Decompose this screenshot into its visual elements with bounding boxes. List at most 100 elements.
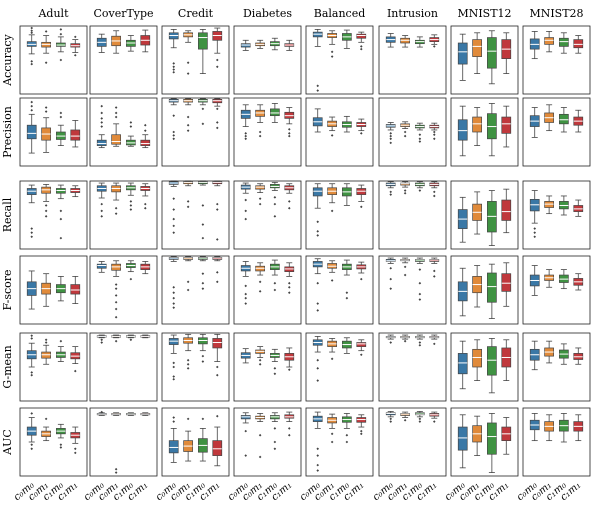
- panel-precision-intrusion: [378, 97, 447, 167]
- box-iqr: [312, 187, 323, 197]
- outlier-point: [59, 28, 63, 31]
- panel-auc-mnist12: [450, 407, 519, 477]
- outlier-point: [316, 302, 320, 305]
- panel-g-mean-mnist12: [450, 332, 519, 402]
- row-label-precision: Precision: [1, 106, 14, 158]
- panel-recall-adult: [19, 180, 88, 250]
- box-c-m-: [573, 109, 584, 133]
- outlier-point: [330, 440, 334, 444]
- outlier-point: [172, 70, 176, 74]
- outlier-point: [30, 447, 34, 451]
- box-iqr: [559, 113, 569, 125]
- box-c-m-: [255, 39, 265, 49]
- box-c-m-: [183, 30, 193, 75]
- panel-g-mean-credit: [161, 332, 230, 402]
- outlier-point: [258, 130, 262, 134]
- box-c-m-: [255, 413, 265, 459]
- box-c-m-: [255, 346, 265, 366]
- box-c-m-: [415, 36, 425, 48]
- outlier-point: [389, 341, 393, 344]
- outlier-point: [215, 280, 219, 284]
- outlier-point: [389, 141, 393, 145]
- panel-auc-balanced: [305, 407, 374, 477]
- panel-g-mean-intrusion: [378, 332, 447, 402]
- outlier-point: [215, 126, 219, 130]
- outlier-point: [129, 125, 133, 128]
- box-c-m-: [70, 120, 81, 148]
- box-iqr: [457, 353, 468, 375]
- outlier-point: [59, 115, 63, 119]
- box-c-m-: [415, 122, 425, 143]
- outlier-point: [44, 204, 48, 207]
- outlier-point: [129, 208, 133, 211]
- box-c-m-: [270, 412, 280, 451]
- outlier-point: [30, 29, 34, 33]
- box-c-m-: [385, 181, 396, 196]
- panel-accuracy-mnist28: [522, 25, 591, 95]
- outlier-point: [114, 300, 118, 304]
- box-c-m-: [312, 411, 323, 472]
- box-c-m-: [472, 265, 482, 308]
- box-c-m-: [472, 107, 482, 147]
- box-c-m-: [96, 104, 107, 149]
- box-c-m-: [198, 98, 208, 126]
- outlier-point: [273, 447, 277, 451]
- panel-frame: [378, 332, 447, 402]
- box-c-m-: [111, 412, 121, 474]
- box-c-m-: [26, 184, 37, 239]
- outlier-point: [258, 362, 262, 366]
- outlier-point: [114, 471, 118, 474]
- outlier-point: [201, 272, 205, 275]
- outlier-point: [172, 68, 176, 71]
- outlier-point: [59, 111, 63, 115]
- panel-frame: [233, 332, 302, 402]
- outlier-point: [201, 223, 205, 226]
- outlier-point: [389, 134, 393, 138]
- box-c-m-: [342, 29, 352, 49]
- outlier-point: [186, 129, 190, 132]
- box-c-m-: [385, 33, 396, 48]
- outlier-point: [533, 227, 537, 230]
- outlier-point: [172, 377, 176, 381]
- outlier-point: [143, 202, 147, 206]
- box-c-m-: [183, 333, 193, 370]
- outlier-point: [114, 315, 118, 319]
- outlier-point: [273, 367, 277, 370]
- outlier-point: [316, 463, 320, 467]
- panel-frame: [19, 332, 88, 402]
- panel-precision-mnist28: [522, 97, 591, 167]
- outlier-point: [316, 379, 320, 382]
- box-iqr: [487, 37, 497, 69]
- box-c-m-: [342, 259, 352, 300]
- outlier-point: [129, 121, 133, 124]
- box-c-m-: [240, 182, 251, 221]
- outlier-point: [30, 373, 34, 377]
- box-c-m-: [487, 103, 497, 157]
- panel-frame: [19, 255, 88, 325]
- box-iqr: [212, 440, 223, 456]
- outlier-point: [432, 130, 436, 134]
- outlier-point: [287, 132, 291, 135]
- outlier-point: [287, 291, 291, 295]
- box-c-m-: [96, 33, 107, 53]
- box-c-m-: [41, 338, 51, 365]
- outlier-point: [258, 455, 262, 459]
- box-c-m-: [126, 334, 136, 342]
- box-c-m-: [111, 182, 121, 215]
- outlier-point: [201, 287, 205, 290]
- box-iqr: [573, 39, 584, 49]
- outlier-point: [316, 281, 320, 285]
- outlier-point: [273, 440, 277, 444]
- box-c-m-: [240, 39, 251, 51]
- outlier-point: [143, 129, 147, 132]
- panel-frame: [19, 180, 88, 250]
- outlier-point: [129, 338, 133, 342]
- outlier-point: [73, 447, 77, 451]
- box-c-m-: [198, 28, 208, 74]
- outlier-point: [316, 220, 320, 224]
- outlier-point: [30, 334, 34, 338]
- box-iqr: [457, 42, 468, 65]
- outlier-point: [359, 132, 363, 135]
- column-title-intrusion: Intrusion: [387, 7, 438, 20]
- outlier-point: [30, 104, 34, 108]
